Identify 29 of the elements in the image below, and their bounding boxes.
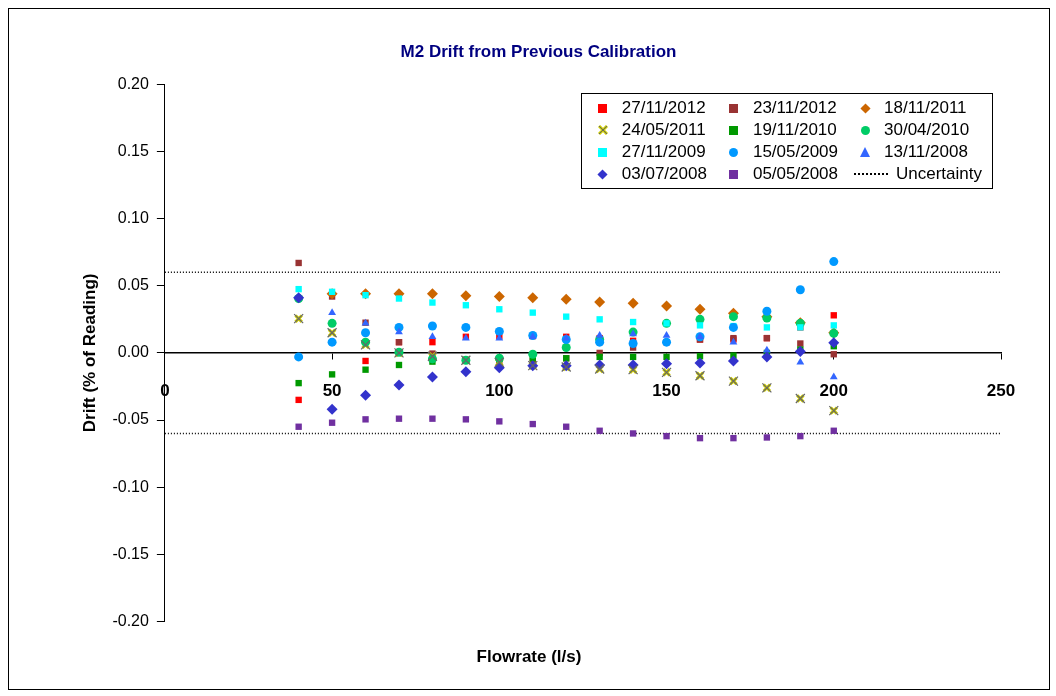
- y-tick-label: -0.05: [112, 410, 149, 428]
- y-tick-label: 0.10: [117, 209, 149, 227]
- y-tick-label: -0.15: [112, 544, 149, 562]
- x-tick-label: 150: [652, 380, 681, 400]
- y-tick-label: 0.15: [117, 141, 149, 159]
- y-axis-title: Drift (% of Reading): [79, 273, 99, 433]
- legend-label: 30/04/2010: [884, 120, 970, 140]
- legend-label: 15/05/2009: [752, 142, 839, 162]
- legend-label: 27/11/2012: [621, 98, 706, 118]
- x-tick-label: 200: [819, 380, 848, 400]
- legend-label: Uncertainty: [896, 164, 982, 184]
- legend-label: 24/05/2011: [621, 120, 706, 140]
- legend-label: 18/11/2011: [884, 98, 967, 118]
- y-tick-label: 0.05: [117, 276, 149, 294]
- legend-label: 03/07/2008: [621, 164, 707, 184]
- legend-label: 19/11/2010: [752, 120, 837, 140]
- legend-label: 23/11/2012: [752, 98, 837, 118]
- y-tick-label: 0.20: [117, 74, 149, 92]
- legend-label: 27/11/2009: [621, 142, 706, 162]
- x-axis-title: Flowrate (l/s): [475, 647, 583, 667]
- chart-title: M2 Drift from Previous Calibration: [400, 41, 677, 61]
- legend-label: 13/11/2008: [884, 142, 968, 162]
- y-tick-label: -0.10: [112, 477, 149, 495]
- x-tick-label: 50: [322, 380, 342, 400]
- x-tick-label: 100: [485, 380, 514, 400]
- legend-label: 05/05/2008: [752, 164, 839, 184]
- y-tick-label: 0.00: [117, 343, 149, 361]
- y-tick-label: -0.20: [112, 611, 149, 629]
- x-tick-label: 250: [986, 380, 1016, 400]
